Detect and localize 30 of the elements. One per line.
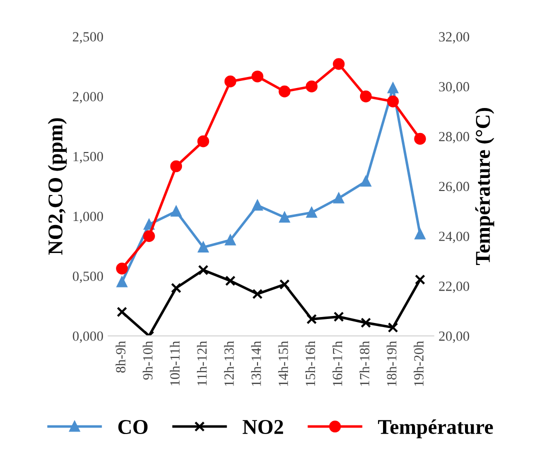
legend-label: CO [118, 420, 148, 434]
x-tick-label: 13h-14h [251, 340, 261, 386]
x-tick-label: 11h-12h [196, 340, 207, 386]
y-tick-label: 0,500 [72, 272, 104, 283]
x-tick-label: 10h-11h [170, 340, 180, 386]
y2-tick-label: 28,00 [439, 132, 470, 144]
y2-tick-label: 30,00 [439, 82, 470, 94]
y2-tick-label: 26,00 [439, 182, 470, 194]
x-tick-label: 15h-16h [305, 340, 316, 386]
legend-label: NO2 [242, 420, 284, 434]
legend-label: Température [378, 419, 493, 438]
y-tick-label: 2,500 [72, 32, 104, 44]
x-tick-label: 16h-17h [332, 340, 342, 386]
y2-tick-label: 32,00 [439, 32, 470, 44]
y-tick-label: 1,500 [74, 152, 104, 164]
x-tick-label: 9h-10h [142, 340, 153, 380]
y-tick-label: 2,000 [72, 92, 104, 104]
x-tick-label: 12h-13h [224, 340, 234, 386]
y-axis-title: NO2,CO (ppm) [48, 118, 67, 255]
y-tick-label: 0,000 [72, 331, 104, 343]
y2-tick-label: 22,00 [439, 282, 470, 293]
x-tick-label: 19h-20h [414, 340, 424, 386]
x-tick-label: 8h-9h [116, 340, 126, 373]
y2-tick-label: 24,00 [439, 232, 470, 244]
x-tick-label: 14h-15h [278, 340, 288, 386]
x-tick-label: 18h-19h [386, 340, 396, 386]
y2-tick-label: 20,00 [439, 331, 470, 343]
y-tick-label: 1,000 [74, 212, 104, 224]
y2-axis-title: Température (°C) [475, 108, 494, 266]
x-tick-label: 17h-18h [360, 340, 370, 386]
